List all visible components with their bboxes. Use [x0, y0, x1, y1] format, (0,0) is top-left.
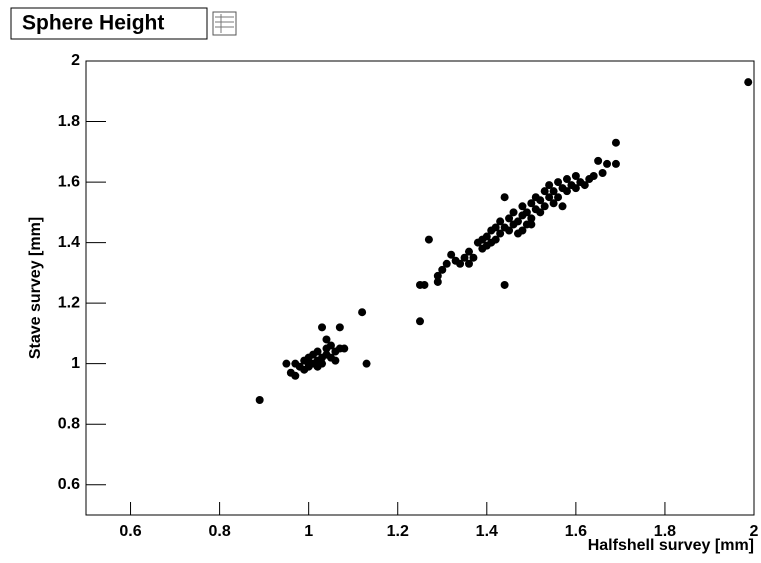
point [255, 395, 264, 404]
point [362, 359, 371, 368]
x-tick-label: 1 [304, 523, 313, 540]
title-icon [212, 11, 237, 36]
point [460, 253, 469, 262]
point [300, 365, 309, 374]
point [518, 226, 527, 235]
point [442, 259, 451, 268]
title-box [10, 7, 208, 40]
y-tick-label: 0.6 [58, 476, 80, 493]
point [313, 362, 322, 371]
point [496, 229, 505, 238]
point [433, 277, 442, 286]
point [496, 217, 505, 226]
point [744, 78, 753, 87]
point [331, 356, 340, 365]
point [611, 159, 620, 168]
point [282, 359, 291, 368]
y-tick-label: 1 [71, 355, 80, 372]
point [571, 184, 580, 193]
point [433, 271, 442, 280]
point [509, 208, 518, 217]
y-tick-label: 1.8 [58, 113, 80, 130]
point [447, 250, 456, 259]
point [540, 187, 549, 196]
point [491, 235, 500, 244]
point [482, 232, 491, 241]
point [326, 341, 335, 350]
point [554, 193, 563, 202]
x-tick-label: 0.8 [208, 523, 230, 540]
point [554, 178, 563, 187]
point [505, 226, 514, 235]
point [527, 214, 536, 223]
y-axis-label: Stave survey [mm] [27, 217, 44, 359]
y-tick-label: 1.6 [58, 173, 80, 190]
point [322, 335, 331, 344]
point [358, 308, 367, 317]
point [518, 202, 527, 211]
point [340, 344, 349, 353]
point [500, 280, 509, 289]
point [335, 323, 344, 332]
x-tick-label: 0.6 [119, 523, 141, 540]
point [598, 168, 607, 177]
point [313, 347, 322, 356]
point [469, 253, 478, 262]
point [438, 265, 447, 274]
point [562, 187, 571, 196]
x-axis-label: Halfshell survey [mm] [588, 537, 754, 554]
plot-frame [85, 60, 755, 516]
point [558, 202, 567, 211]
point [536, 208, 545, 217]
chart-title: Sphere Height [22, 12, 164, 35]
y-tick-label: 1.2 [58, 294, 80, 311]
point [549, 187, 558, 196]
point [513, 217, 522, 226]
point [562, 175, 571, 184]
point [603, 159, 612, 168]
point [491, 223, 500, 232]
point [527, 199, 536, 208]
x-tick-label: 1.4 [476, 523, 498, 540]
point [536, 196, 545, 205]
point [304, 359, 313, 368]
point [527, 220, 536, 229]
point [545, 181, 554, 190]
point [611, 138, 620, 147]
y-tick-label: 0.8 [58, 415, 80, 432]
y-tick-label: 2 [71, 52, 80, 69]
point [456, 259, 465, 268]
x-tick-label: 1.6 [565, 523, 587, 540]
point [464, 247, 473, 256]
point [540, 202, 549, 211]
y-tick-label: 1.4 [58, 234, 80, 251]
point [420, 280, 429, 289]
x-tick-label: 2 [750, 523, 759, 540]
point [549, 199, 558, 208]
x-tick-label: 1.2 [387, 523, 409, 540]
point [589, 172, 598, 181]
point [464, 259, 473, 268]
point [522, 208, 531, 217]
point [318, 323, 327, 332]
point [424, 235, 433, 244]
point [580, 181, 589, 190]
point [571, 172, 580, 181]
x-tick-label: 1.8 [654, 523, 676, 540]
point [500, 193, 509, 202]
point [545, 193, 554, 202]
point [594, 156, 603, 165]
point [291, 371, 300, 380]
point [505, 214, 514, 223]
point [416, 317, 424, 326]
